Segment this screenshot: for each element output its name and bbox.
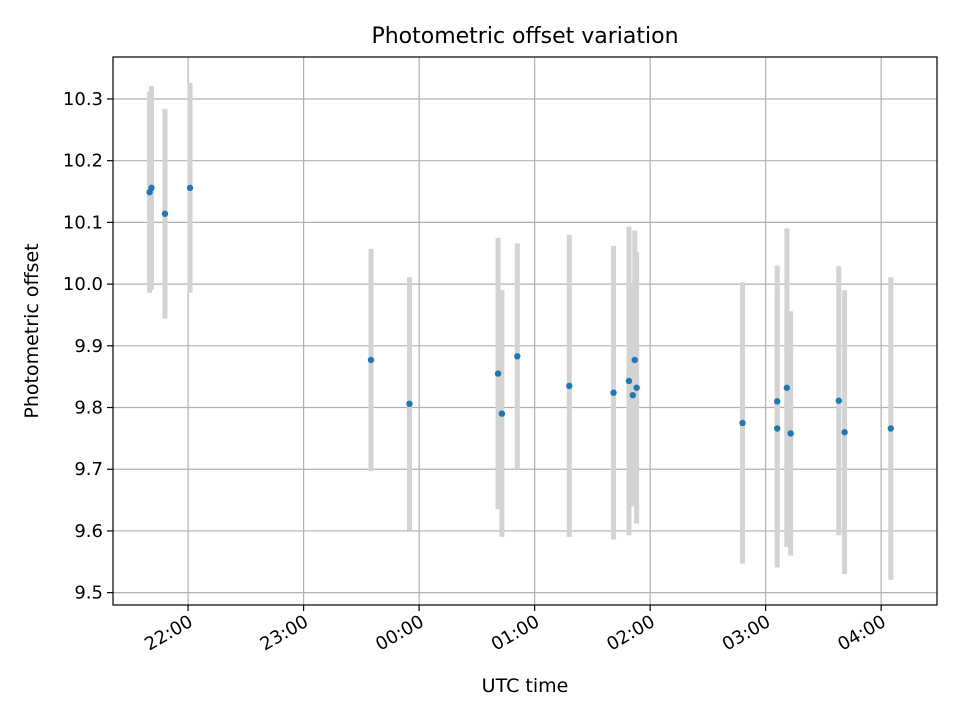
data-point [631, 356, 638, 364]
y-tick-label: 9.7 [74, 459, 103, 480]
y-tick-label: 10.2 [63, 151, 103, 172]
y-axis-label: Photometric offset [21, 243, 43, 418]
data-point [787, 430, 794, 437]
y-tick-label: 9.5 [74, 583, 103, 604]
data-point [739, 419, 746, 427]
data-point [148, 184, 155, 192]
data-point [887, 425, 894, 432]
data-point [625, 377, 633, 385]
data-point [494, 370, 502, 377]
y-axis-ticks: 9.5 9.6 9.7 9.8 9.9 10.0 10.1 10.2 10.3 [63, 89, 113, 604]
data-point [835, 397, 843, 404]
y-tick-label: 9.9 [74, 336, 103, 357]
y-tick-label: 10.0 [63, 274, 103, 295]
plot-area [113, 57, 937, 605]
data-point [774, 425, 781, 432]
data-point [161, 210, 169, 217]
chart-title: Photometric offset variation [371, 24, 678, 49]
y-tick-label: 9.6 [74, 521, 103, 542]
data-point [406, 400, 413, 408]
data-point [629, 391, 637, 399]
data-point [514, 353, 521, 360]
plot-frame [112, 56, 938, 606]
grid [113, 57, 937, 605]
data-point [783, 384, 791, 391]
data-point [367, 356, 375, 364]
data-point [633, 384, 640, 391]
data-point [566, 382, 573, 390]
x-axis-label: UTC time [482, 675, 569, 697]
data-points [146, 184, 894, 437]
data-point [186, 184, 194, 192]
y-tick-label: 9.8 [74, 398, 103, 419]
y-tick-label: 10.1 [63, 212, 103, 233]
data-point [610, 389, 617, 396]
y-tick-label: 10.3 [63, 89, 103, 110]
data-point [841, 429, 848, 436]
data-point [498, 410, 506, 417]
data-point [774, 398, 781, 405]
